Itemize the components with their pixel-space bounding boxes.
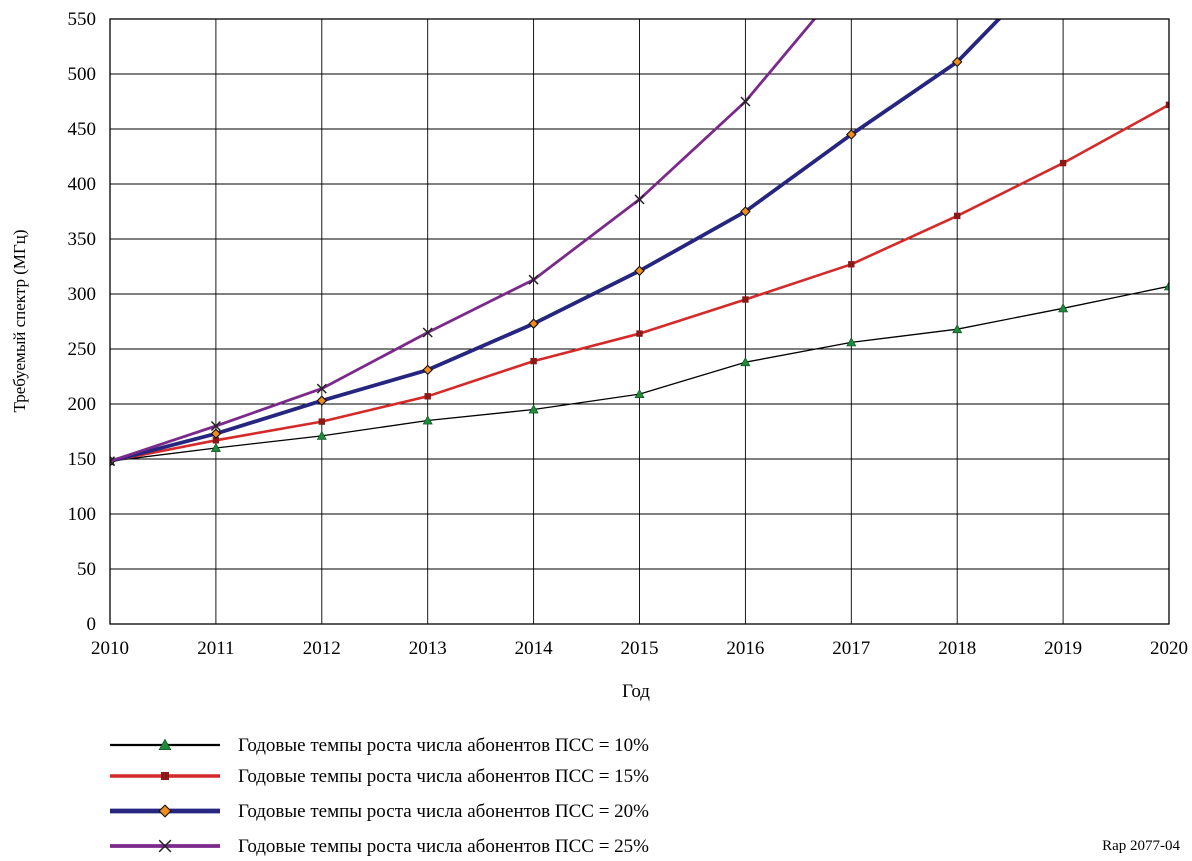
x-tick-label: 2012: [303, 638, 341, 659]
data-point: [530, 357, 537, 365]
y-tick-label: 100: [68, 504, 97, 525]
data-point: [318, 418, 325, 425]
x-axis-label: Год: [622, 681, 650, 702]
y-tick-label: 50: [77, 559, 96, 580]
y-axis-ticks: 0 50 100 150 200 250 300 350 400 450 500 550: [68, 9, 97, 635]
data-point: [634, 265, 645, 277]
x-tick-label: 2015: [621, 638, 659, 659]
data-point: [740, 206, 751, 217]
data-point: [634, 194, 645, 205]
data-point: [740, 96, 751, 107]
legend-label: Годовые темпы роста числа абонентов ПСС …: [238, 766, 649, 787]
legend-label: Годовые темпы роста числа абонентов ПСС …: [238, 801, 649, 822]
y-tick-label: 250: [68, 339, 97, 360]
x-tick-label: 2019: [1044, 638, 1082, 659]
legend-marker: [158, 804, 172, 818]
data-point: [424, 393, 431, 400]
data-point: [1163, 281, 1169, 291]
x-tick-label: 2018: [938, 638, 976, 659]
data-point: [316, 430, 327, 440]
y-tick-label: 550: [68, 9, 97, 30]
y-tick-label: 500: [68, 64, 97, 85]
legend-item: Годовые темпы роста числа абонентов ПСС …: [110, 801, 649, 822]
figure-reference: Rap 2077-04: [1102, 838, 1180, 854]
data-point: [110, 456, 116, 467]
data-point: [210, 420, 221, 432]
legend: Годовые темпы роста числа абонентов ПСС …: [110, 735, 649, 857]
data-point: [528, 404, 539, 414]
y-tick-label: 0: [87, 614, 97, 635]
data-point: [422, 327, 433, 338]
legend-item: Годовые темпы роста числа абонентов ПСС …: [110, 766, 649, 787]
data-point: [636, 330, 643, 337]
data-point: [210, 428, 222, 439]
data-point: [848, 261, 855, 268]
data-point: [634, 388, 645, 399]
data-point: [528, 274, 539, 285]
x-tick-label: 2017: [832, 638, 870, 659]
legend-item: Годовые темпы роста числа абонентов ПСС …: [110, 836, 649, 857]
plot-frame: [109, 18, 1170, 625]
data-point: [210, 442, 221, 452]
grid: [109, 18, 1170, 625]
data-point: [528, 318, 539, 329]
data-point: [422, 415, 433, 425]
x-tick-label: 2013: [409, 638, 447, 659]
data-point: [952, 324, 963, 334]
y-tick-label: 400: [68, 174, 97, 195]
y-tick-label: 450: [68, 119, 97, 140]
y-tick-label: 350: [68, 229, 97, 250]
y-tick-label: 200: [68, 394, 97, 415]
x-tick-label: 2011: [197, 638, 234, 659]
series-layer: [110, 19, 1169, 467]
data-point: [742, 296, 749, 303]
data-point: [740, 357, 751, 367]
data-point: [316, 383, 327, 394]
series-3: [110, 19, 1002, 467]
legend-marker: [158, 839, 172, 853]
legend-item: Годовые темпы роста числа абонентов ПСС …: [110, 735, 649, 756]
x-tick-label: 2020: [1150, 638, 1188, 659]
data-point: [954, 212, 961, 220]
x-tick-label: 2014: [515, 638, 554, 659]
data-point: [951, 56, 963, 68]
legend-label: Годовые темпы роста числа абонентов ПСС …: [238, 735, 649, 756]
y-tick-label: 300: [68, 284, 97, 305]
x-tick-label: 2016: [726, 638, 764, 659]
y-axis-label: Требуемый спектр (МГц): [10, 229, 29, 412]
data-point: [316, 395, 328, 406]
data-point: [846, 337, 857, 347]
data-point: [1059, 159, 1067, 167]
y-tick-label: 150: [68, 449, 97, 470]
data-point: [846, 129, 857, 140]
series-4: [110, 19, 817, 467]
x-tick-label: 2010: [91, 638, 129, 659]
data-point: [422, 364, 433, 376]
legend-marker: [160, 771, 170, 781]
data-point: [1058, 303, 1069, 313]
legend-label: Годовые темпы роста числа абонентов ПСС …: [238, 836, 649, 857]
legend-marker: [158, 738, 172, 750]
x-axis-ticks: 2010 2011 2012 2013 2014 2015 2016 2017 2018 2019…: [91, 638, 1188, 659]
